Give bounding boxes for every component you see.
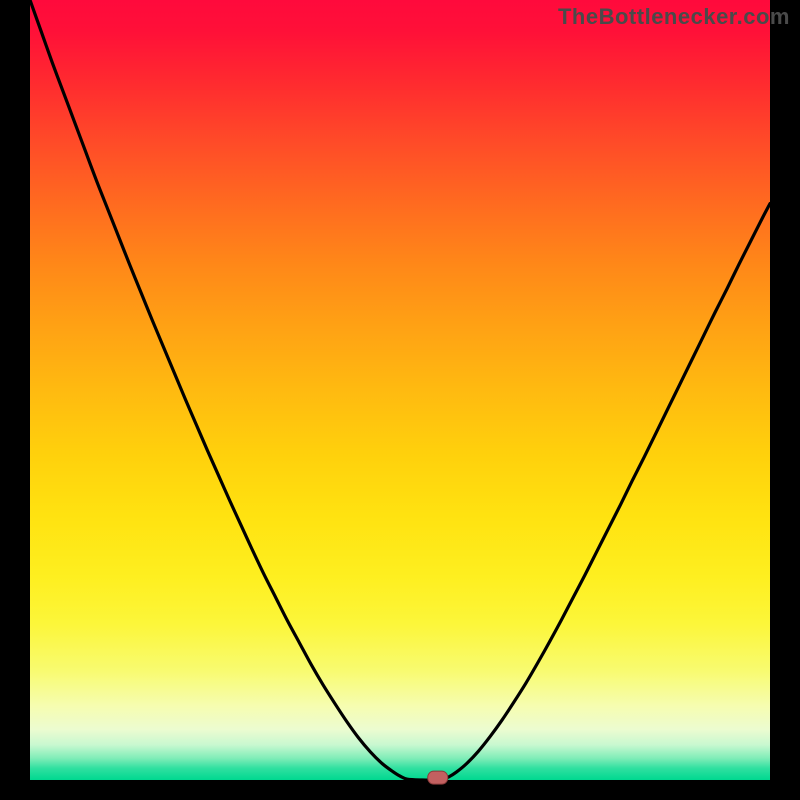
- optimal-point-marker: [428, 771, 448, 784]
- bottleneck-chart: TheBottlenecker.com: [0, 0, 800, 800]
- chart-svg: [0, 0, 800, 800]
- plot-background: [30, 0, 770, 780]
